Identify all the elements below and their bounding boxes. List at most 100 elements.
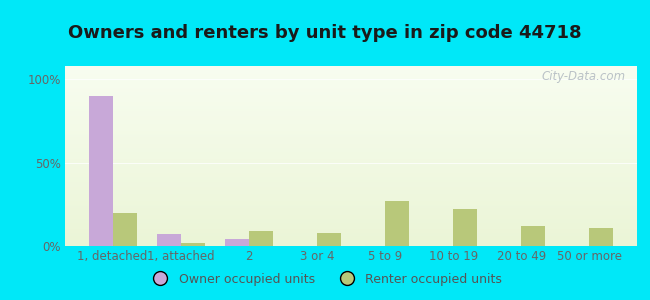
Bar xyxy=(65,102,637,103)
Bar xyxy=(65,196,637,197)
Bar xyxy=(65,241,637,242)
Bar xyxy=(65,139,637,140)
Bar xyxy=(65,228,637,229)
Bar xyxy=(65,202,637,203)
Bar xyxy=(65,160,637,161)
Bar xyxy=(65,164,637,165)
Bar xyxy=(65,208,637,209)
Bar xyxy=(65,214,637,215)
Bar xyxy=(65,177,637,178)
Bar xyxy=(65,221,637,222)
Bar xyxy=(65,107,637,108)
Bar xyxy=(65,68,637,69)
Bar xyxy=(65,120,637,121)
Bar xyxy=(65,211,637,212)
Bar xyxy=(249,231,273,246)
Bar xyxy=(65,121,637,122)
Bar xyxy=(65,157,637,158)
Bar xyxy=(65,184,637,185)
Bar xyxy=(65,227,637,228)
Bar xyxy=(65,237,637,238)
Bar xyxy=(65,97,637,98)
Bar xyxy=(65,85,637,86)
Bar xyxy=(65,128,637,129)
Bar xyxy=(89,96,112,246)
Bar xyxy=(65,109,637,110)
Bar xyxy=(65,69,637,70)
Bar xyxy=(65,170,637,171)
Bar xyxy=(65,192,637,193)
Bar xyxy=(65,81,637,82)
Bar xyxy=(65,91,637,92)
Bar xyxy=(65,183,637,184)
Bar xyxy=(65,166,637,167)
Bar xyxy=(65,80,637,81)
Bar xyxy=(65,101,637,102)
Bar xyxy=(65,197,637,198)
Bar xyxy=(65,206,637,207)
Bar xyxy=(65,188,637,189)
Bar xyxy=(65,142,637,143)
Bar xyxy=(65,243,637,244)
Bar xyxy=(65,123,637,124)
Bar xyxy=(65,181,637,182)
Bar xyxy=(65,186,637,187)
Bar xyxy=(65,156,637,157)
Bar xyxy=(65,112,637,113)
Bar xyxy=(65,153,637,154)
Bar xyxy=(65,245,637,246)
Bar xyxy=(65,100,637,101)
Bar xyxy=(157,234,181,246)
Bar xyxy=(65,79,637,80)
Bar xyxy=(65,167,637,168)
Bar xyxy=(65,173,637,174)
Bar xyxy=(65,174,637,175)
Bar xyxy=(225,239,249,246)
Bar xyxy=(65,209,637,210)
Bar xyxy=(65,162,637,163)
Bar xyxy=(65,132,637,133)
Bar xyxy=(65,146,637,147)
Bar xyxy=(65,70,637,71)
Bar xyxy=(65,234,637,235)
Bar xyxy=(65,99,637,100)
Bar xyxy=(65,82,637,83)
Bar xyxy=(453,209,477,246)
Bar xyxy=(65,220,637,221)
Bar xyxy=(65,110,637,111)
Bar xyxy=(65,200,637,201)
Bar xyxy=(65,182,637,183)
Bar xyxy=(65,158,637,159)
Bar xyxy=(65,106,637,107)
Bar xyxy=(65,134,637,135)
Bar xyxy=(65,222,637,223)
Bar xyxy=(65,225,637,226)
Bar xyxy=(65,84,637,85)
Bar xyxy=(65,133,637,134)
Bar xyxy=(65,213,637,214)
Bar xyxy=(65,135,637,136)
Bar xyxy=(65,89,637,90)
Bar xyxy=(65,122,637,123)
Bar xyxy=(65,119,637,120)
Bar xyxy=(65,148,637,149)
Bar xyxy=(317,233,341,246)
Bar xyxy=(65,223,637,224)
Bar xyxy=(65,175,637,176)
Bar xyxy=(521,226,545,246)
Bar xyxy=(65,218,637,219)
Bar xyxy=(65,108,637,109)
Bar xyxy=(65,149,637,150)
Bar xyxy=(65,115,637,116)
Bar xyxy=(65,229,637,230)
Bar xyxy=(65,239,637,240)
Bar xyxy=(65,195,637,196)
Bar xyxy=(65,118,637,119)
Bar xyxy=(65,154,637,155)
Bar xyxy=(65,231,637,232)
Bar xyxy=(65,203,637,204)
Bar xyxy=(65,238,637,239)
Bar xyxy=(65,127,637,128)
Bar xyxy=(65,204,637,205)
Bar xyxy=(65,216,637,217)
